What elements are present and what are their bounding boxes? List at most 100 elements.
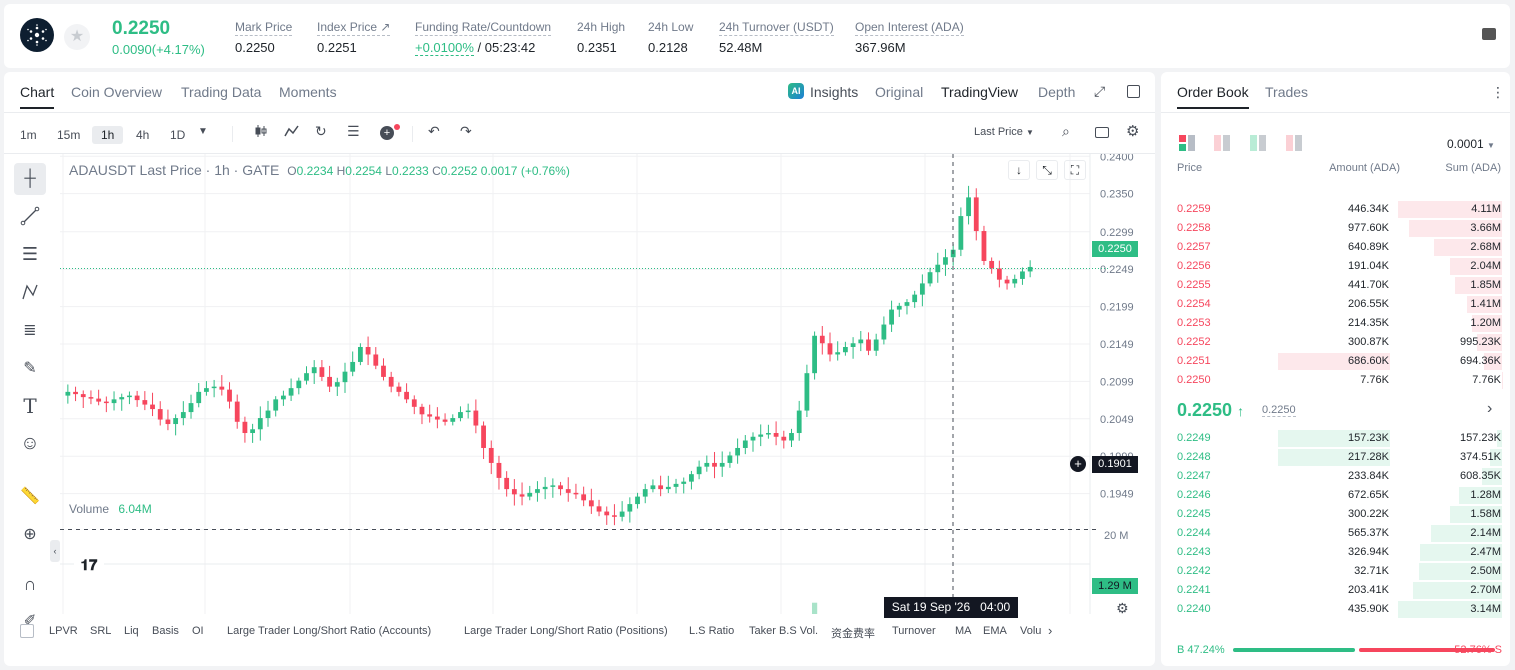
indicator-8[interactable]: Taker B.S Vol.	[749, 625, 819, 637]
view-bids-icon[interactable]	[1214, 135, 1230, 151]
collapse-icon[interactable]: ⤡	[1036, 160, 1058, 180]
price-type-select[interactable]: Last Price ▼	[974, 126, 1034, 138]
indicators-icon[interactable]	[284, 124, 299, 141]
view-both-icon[interactable]	[1179, 135, 1195, 151]
interval-15m[interactable]: 15m	[57, 128, 81, 142]
view-original[interactable]: Original	[875, 84, 924, 100]
add-alert-icon[interactable]: +	[1070, 456, 1086, 472]
tab-order-book[interactable]: Order Book	[1177, 84, 1249, 109]
mid-chevron-right-icon[interactable]: ›	[1487, 400, 1493, 417]
sum-cell: 7.76K	[1472, 374, 1501, 386]
text-tool-icon[interactable]: T	[23, 394, 37, 418]
orderbook-bid-row[interactable]: 0.2246 672.65K 1.28M	[1161, 486, 1510, 505]
indicator-4[interactable]: OI	[192, 625, 204, 637]
settings-gear-icon[interactable]: ⚙	[1126, 123, 1140, 140]
screenshot-icon[interactable]	[1095, 127, 1109, 138]
tab-coin-overview[interactable]: Coin Overview	[71, 84, 163, 100]
orderbook-ask-row[interactable]: 0.2258 977.60K 3.66M	[1161, 219, 1510, 238]
brush-tool-icon[interactable]: ✎	[23, 360, 37, 377]
candle-type-icon[interactable]	[254, 124, 268, 141]
scroll-right-icon[interactable]: ›	[1048, 623, 1053, 638]
magnet-tool-icon[interactable]: ∩	[23, 573, 37, 594]
crosshair-tool-icon[interactable]: ┼	[14, 163, 46, 195]
tab-moments[interactable]: Moments	[279, 84, 337, 100]
tradingview-logo[interactable]: 𝟏𝟕	[74, 555, 104, 577]
book-icon[interactable]	[1482, 28, 1496, 40]
orderbook-bid-row[interactable]: 0.2245 300.22K 1.58M	[1161, 505, 1510, 524]
candle-body	[442, 419, 448, 422]
indicator-panel-icon[interactable]	[20, 624, 34, 638]
search-icon[interactable]: ⌕	[1062, 123, 1070, 139]
window-icon[interactable]	[1127, 85, 1140, 98]
indicator-13[interactable]: Volu	[1020, 625, 1042, 637]
indicator-10[interactable]: Turnover	[892, 625, 936, 637]
indicator-1[interactable]: SRL	[90, 625, 112, 637]
tab-trading-data[interactable]: Trading Data	[181, 84, 262, 100]
orderbook-bid-row[interactable]: 0.2244 565.37K 2.14M	[1161, 524, 1510, 543]
orderbook-bid-row[interactable]: 0.2247 233.84K 608.35K	[1161, 467, 1510, 486]
more-options-icon[interactable]: ⋮	[1491, 84, 1505, 100]
replay-icon[interactable]: ↻	[315, 123, 327, 139]
orderbook-ask-row[interactable]: 0.2252 300.87K 995.23K	[1161, 333, 1510, 352]
candlestick-chart[interactable]: 0.2400 0.2350 0.2299 0.2249 0.2199 0.2149 0.20…	[60, 154, 1148, 614]
candle-body	[812, 335, 817, 374]
view-tradingview[interactable]: TradingView	[941, 84, 1019, 100]
insights-button[interactable]: Insights	[810, 84, 859, 100]
orderbook-ask-row[interactable]: 0.2250 7.76K 7.76K	[1161, 371, 1510, 390]
add-icon[interactable]: +	[380, 126, 394, 140]
ai-insights-icon[interactable]: AI	[788, 83, 804, 99]
interval-4h[interactable]: 4h	[136, 128, 150, 142]
orderbook-ask-row[interactable]: 0.2253 214.35K 1.20M	[1161, 314, 1510, 333]
view-asks-icon[interactable]	[1250, 135, 1266, 151]
redo-icon[interactable]: ↷	[460, 123, 472, 139]
templates-icon[interactable]: ☰	[347, 123, 360, 139]
orderbook-bid-row[interactable]: 0.2242 32.71K 2.50M	[1161, 562, 1510, 581]
indicator-9[interactable]: 资金费率	[831, 628, 875, 640]
indicator-7[interactable]: L.S Ratio	[689, 625, 735, 637]
orderbook-ask-row[interactable]: 0.2251 686.60K 694.36K	[1161, 352, 1510, 371]
indicator-5[interactable]: Large Trader Long/Short Ratio (Accounts)	[227, 625, 432, 637]
orderbook-ask-row[interactable]: 0.2257 640.89K 2.68M	[1161, 238, 1510, 257]
zoom-in-tool-icon[interactable]: ⊕	[23, 526, 37, 543]
indicator-6[interactable]: Large Trader Long/Short Ratio (Positions…	[464, 625, 668, 637]
price-cell: 0.2254	[1177, 298, 1211, 310]
favorite-star-icon[interactable]: ★	[64, 24, 90, 50]
indicator-12[interactable]: EMA	[983, 625, 1007, 637]
interval-1d[interactable]: 1D	[170, 128, 186, 142]
expand-icon[interactable]: ⤢	[1094, 83, 1106, 99]
orderbook-bid-row[interactable]: 0.2240 435.90K 3.14M	[1161, 600, 1510, 619]
orderbook-bid-row[interactable]: 0.2241 203.41K 2.70M	[1161, 581, 1510, 600]
indicator-0[interactable]: LPVR	[49, 625, 78, 637]
orderbook-ask-row[interactable]: 0.2254 206.55K 1.41M	[1161, 295, 1510, 314]
indicator-11[interactable]: MA	[955, 625, 972, 637]
tab-trades[interactable]: Trades	[1265, 84, 1309, 100]
index-price-stat[interactable]: Index Price ↗ 0.2251	[317, 20, 391, 55]
trend-line-tool-icon[interactable]	[14, 200, 46, 232]
orderbook-ask-row[interactable]: 0.2255 441.70K 1.85M	[1161, 276, 1510, 295]
orderbook-bid-row[interactable]: 0.2248 217.28K 374.51K	[1161, 448, 1510, 467]
pattern-tool-icon[interactable]	[14, 276, 46, 308]
maximize-icon[interactable]: ⛶	[1064, 160, 1086, 180]
precision-select[interactable]: 0.0001 ▼	[1447, 137, 1495, 151]
orderbook-ask-row[interactable]: 0.2259 446.34K 4.11M	[1161, 200, 1510, 219]
orderbook-bid-row[interactable]: 0.2249 157.23K 157.23K	[1161, 429, 1510, 448]
interval-1m[interactable]: 1m	[20, 128, 37, 142]
view-red-icon[interactable]	[1286, 135, 1302, 151]
orderbook-ask-row[interactable]: 0.2256 191.04K 2.04M	[1161, 257, 1510, 276]
interval-dropdown-icon[interactable]: ▼	[198, 126, 208, 137]
scroll-down-icon[interactable]: ↓	[1008, 160, 1030, 180]
funding-rate-stat: Funding Rate/Countdown +0.0100% / 05:23:4…	[415, 20, 552, 56]
collapse-toolbar-handle[interactable]: ‹	[50, 540, 60, 562]
ruler-tool-icon[interactable]: 📏	[20, 488, 40, 505]
tab-chart[interactable]: Chart	[20, 84, 55, 109]
indicator-3[interactable]: Basis	[152, 625, 179, 637]
fib-tool-icon[interactable]: ≣	[23, 322, 37, 339]
undo-icon[interactable]: ↶	[428, 123, 440, 139]
orderbook-bid-row[interactable]: 0.2243 326.94K 2.47M	[1161, 543, 1510, 562]
interval-1h[interactable]: 1h	[92, 126, 124, 144]
emoji-tool-icon[interactable]: ☺	[20, 433, 40, 454]
time-axis-settings-icon[interactable]: ⚙	[1116, 600, 1129, 616]
view-depth[interactable]: Depth	[1038, 84, 1076, 100]
horizontal-lines-tool-icon[interactable]: ☰	[21, 243, 39, 264]
indicator-2[interactable]: Liq	[124, 625, 139, 637]
